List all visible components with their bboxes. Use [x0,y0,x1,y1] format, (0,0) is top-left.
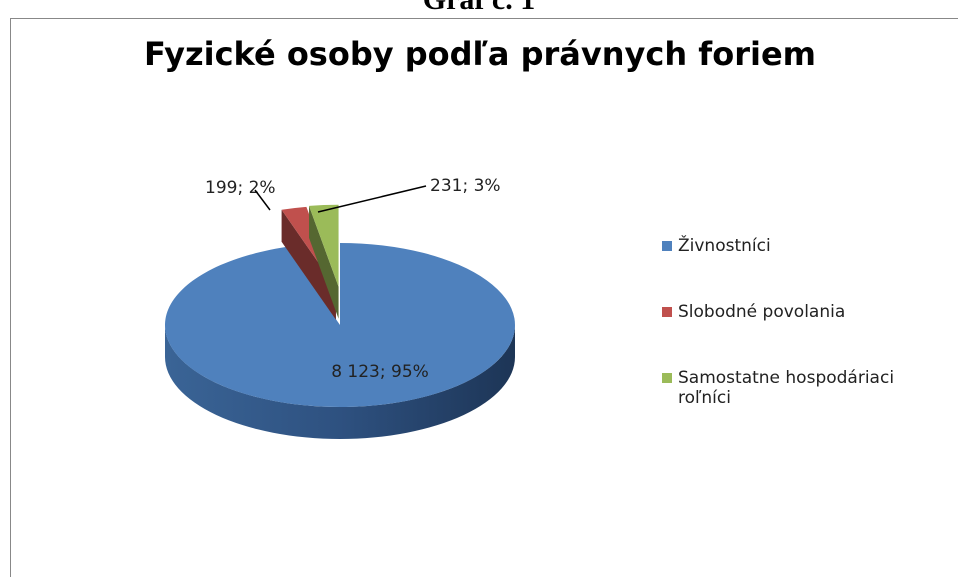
slice-wall [309,205,339,319]
legend-entry: Samostatne hospodáriaci roľníci [662,368,952,434]
chart-title: Fyzické osoby podľa právnych foriem [144,35,816,73]
data-label: 231; 3% [430,176,501,196]
slice-top [164,243,515,407]
data-label: 8 123; 95% [331,362,429,382]
legend: Živnostníci Slobodné povolania Samostatne … [662,236,952,434]
legend-label: Slobodné povolania [678,302,846,322]
legend-entry: Živnostníci [662,236,952,302]
caption: Graf č. 1 [423,0,535,16]
leader-line [317,185,427,213]
legend-swatch [662,373,672,383]
slice [309,204,339,319]
slice-side [165,325,515,439]
leader-line [254,189,271,211]
slice-wall [281,209,336,320]
slice [164,243,515,439]
slice-top [309,204,339,287]
legend-entry: Slobodné povolania [662,302,952,368]
legend-label: Samostatne hospodáriaci roľníci [678,368,895,408]
data-label: 199; 2% [205,178,276,198]
legend-label: Živnostníci [678,236,771,256]
legend-swatch [662,241,672,251]
legend-swatch [662,307,672,317]
